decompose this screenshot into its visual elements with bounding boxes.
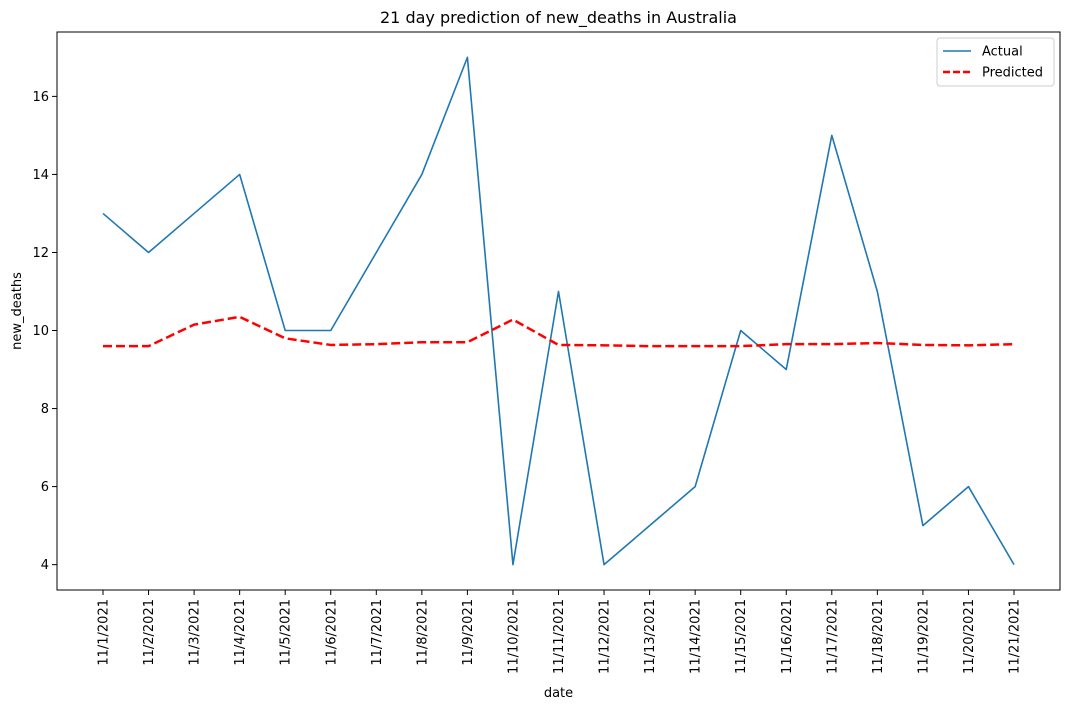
x-tick-label: 11/21/2021 — [1008, 599, 1023, 674]
x-tick-label: 11/9/2021 — [461, 599, 476, 666]
x-tick-label: 11/1/2021 — [97, 599, 112, 666]
x-tick-label: 11/3/2021 — [188, 599, 203, 666]
chart-title: 21 day prediction of new_deaths in Austr… — [380, 8, 737, 28]
y-axis-label: new_deaths — [10, 272, 25, 350]
x-tick-label: 11/16/2021 — [780, 599, 795, 674]
x-tick-label: 11/14/2021 — [689, 599, 704, 674]
x-tick-label: 11/10/2021 — [506, 599, 521, 674]
legend-label-actual: Actual — [982, 45, 1023, 60]
x-tick-label: 11/15/2021 — [734, 599, 749, 674]
y-tick-label: 10 — [32, 324, 49, 339]
x-tick-label: 11/7/2021 — [370, 599, 385, 666]
x-tick-label: 11/2/2021 — [142, 599, 157, 666]
series-line-predicted — [103, 315, 1015, 348]
x-axis-label: date — [544, 686, 573, 701]
y-tick-label: 14 — [32, 168, 49, 183]
y-tick-label: 16 — [32, 90, 49, 105]
x-tick-label: 11/19/2021 — [916, 599, 931, 674]
x-tick-label: 11/8/2021 — [415, 599, 430, 666]
x-tick-label: 11/13/2021 — [643, 599, 658, 674]
x-tick-label: 11/6/2021 — [324, 599, 339, 666]
series-line-actual — [102, 56, 1015, 566]
x-tick-label: 11/18/2021 — [871, 599, 886, 674]
x-axis: 11/1/2021 11/2/2021 11/3/2021 11/4/2021 11/5… — [97, 590, 1023, 674]
y-axis: 4 6 8 10 12 14 16 — [32, 90, 57, 573]
x-tick-label: 11/20/2021 — [962, 599, 977, 674]
legend: Actual Predicted — [936, 37, 1055, 87]
y-tick-label: 6 — [41, 480, 49, 495]
series-layer — [102, 56, 1015, 566]
x-tick-label: 11/5/2021 — [279, 599, 294, 666]
x-tick-label: 11/4/2021 — [233, 599, 248, 666]
x-tick-label: 11/11/2021 — [552, 599, 567, 674]
x-tick-label: 11/12/2021 — [598, 599, 613, 674]
y-tick-label: 4 — [41, 558, 49, 573]
y-tick-label: 8 — [41, 402, 49, 417]
x-tick-label: 11/17/2021 — [825, 599, 840, 674]
y-tick-label: 12 — [32, 246, 49, 261]
plot-area — [56, 31, 1061, 591]
legend-box — [936, 37, 1055, 87]
legend-label-predicted: Predicted — [982, 66, 1043, 81]
